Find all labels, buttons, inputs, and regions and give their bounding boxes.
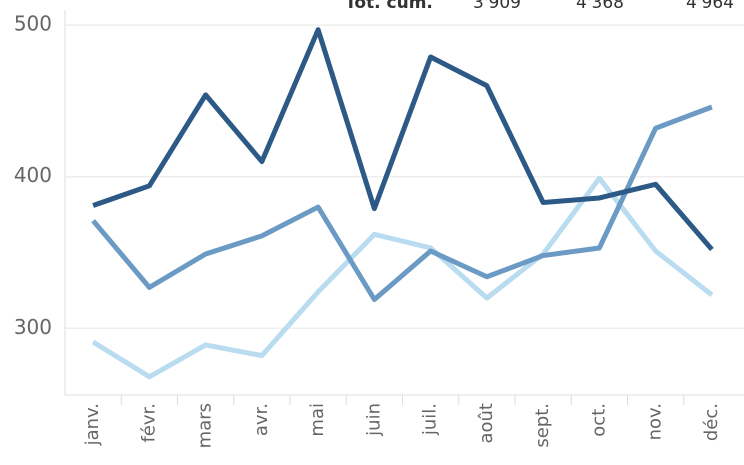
x-tick-label: févr. <box>138 403 159 443</box>
summary-value: 3'909 <box>473 0 521 13</box>
summary-value: 4'964 <box>686 0 734 13</box>
x-tick-label: juin <box>363 403 384 437</box>
x-tick-label: août <box>476 403 497 444</box>
summary-label: Tot. cum. <box>345 0 433 13</box>
x-tick-label: mars <box>195 403 216 448</box>
series-line <box>91 175 714 380</box>
x-tick-label: oct. <box>588 403 609 437</box>
x-tick-label: sept. <box>532 403 553 448</box>
x-tick-label: janv. <box>82 403 103 446</box>
x-tick-label: juil. <box>420 403 441 436</box>
y-tick-label: 500 <box>14 12 52 36</box>
y-tick-label: 400 <box>14 163 52 187</box>
summary-value: 4'368 <box>576 0 624 13</box>
series-line <box>91 104 713 303</box>
series-line <box>92 27 714 252</box>
summary-box <box>338 0 744 22</box>
x-tick-label: avr. <box>251 403 272 436</box>
x-tick-label: nov. <box>645 403 666 440</box>
x-tick-label: déc. <box>701 403 722 441</box>
plot: 300 400 500 janv. févr. mars avr. mai juin juil. a… <box>14 10 744 448</box>
y-tick-label: 300 <box>14 315 52 339</box>
x-tick-label: mai <box>307 403 328 437</box>
